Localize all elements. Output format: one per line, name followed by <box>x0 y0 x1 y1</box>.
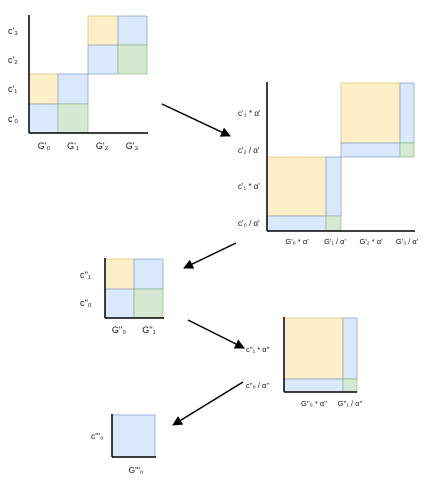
d1-x-label-2: G'₂ <box>96 141 109 151</box>
d4-cell-green <box>342 378 358 393</box>
d2-block-bottom-left-blue-a <box>325 156 342 217</box>
d2-x-label-3: G'₃ / α' <box>396 237 419 246</box>
arrow-3-to-4 <box>187 319 245 349</box>
arrow-4-to-5 <box>172 381 244 426</box>
d1-y-label-0: c'₀ <box>8 114 18 124</box>
d1-x-label-1: G'₁ <box>67 141 79 151</box>
d5-x-label-0: G'''₀ <box>128 465 143 475</box>
d5-y-label-0: c'''₀ <box>91 431 104 441</box>
d2-x-label-1: G'₁ / α' <box>324 237 346 246</box>
d1-block-top-right-blue-a <box>117 15 148 46</box>
d3-cell-blue-a <box>133 258 164 290</box>
d1-y-label-2: c'₂ <box>8 55 18 65</box>
d2-y-label-1: c'₁ * α' <box>238 182 260 191</box>
d1-block-top-right-yellow <box>87 15 119 46</box>
d4-cell-blue-a <box>342 317 358 380</box>
d4-x-label-0: G''₀ * α'' <box>301 399 328 408</box>
d1-block-bottom-left-blue-a <box>57 73 89 105</box>
d2-y-label-2: c'₂ / α' <box>238 146 260 155</box>
d2-block-bottom-left-yellow <box>266 156 327 217</box>
d3-x-label-0: G''₀ <box>112 325 126 335</box>
d1-x-label-0: G'₀ <box>38 141 51 151</box>
diagram-1: c'₃ c'₂ c'₁ c'₀ G'₀ G'₁ G'₂ G'₃ <box>8 15 148 151</box>
diagram-4: c''₁ * α'' c''₀ / α'' G''₀ * α'' G''₁ / … <box>246 317 363 408</box>
arrow-1-to-2 <box>161 103 231 137</box>
d4-y-label-1: c''₁ * α'' <box>246 345 270 354</box>
d3-cell-blue-b <box>104 288 135 319</box>
d2-block-top-right-blue-b <box>340 142 401 158</box>
d3-cell-green <box>133 288 164 319</box>
d2-x-label-0: G'₀ * α' <box>285 237 309 246</box>
d3-y-label-1: c''₁ <box>80 270 91 280</box>
d2-block-top-right-yellow <box>340 82 401 144</box>
d2-block-top-right-blue-a <box>399 82 415 144</box>
d1-y-label-3: c'₃ <box>8 26 18 36</box>
d2-block-top-right-green <box>399 142 415 158</box>
d3-cell-yellow <box>104 258 135 290</box>
d3-x-label-1: G''₁ <box>142 325 155 335</box>
d4-cell-blue-b <box>283 378 344 393</box>
d4-cell-yellow <box>283 317 344 380</box>
d1-x-label-3: G'₃ <box>126 141 139 151</box>
d1-block-top-right-blue-b <box>87 44 119 75</box>
d4-y-label-0: c''₀ / α'' <box>246 381 270 390</box>
diagram-2: c'₃ * α' c'₂ / α' c'₁ * α' c'₀ / α' G'₀ … <box>238 82 419 246</box>
d3-y-label-0: c''₀ <box>80 298 92 308</box>
d5-cell-blue <box>111 414 156 458</box>
d2-block-bottom-left-green <box>325 215 342 232</box>
diagram-3: c''₁ c''₀ G''₀ G''₁ <box>80 258 164 335</box>
diagram-5: c'''₀ G'''₀ <box>91 414 156 475</box>
d2-y-label-3: c'₃ * α' <box>238 109 261 118</box>
d2-block-bottom-left-blue-b <box>266 215 327 232</box>
d1-y-label-1: c'₁ <box>8 84 17 94</box>
d2-y-label-0: c'₀ / α' <box>238 219 260 228</box>
d1-block-bottom-left-blue-b <box>28 103 59 134</box>
d1-block-top-right-green <box>117 44 148 75</box>
d2-x-label-2: G'₂ * α' <box>359 237 383 246</box>
d1-block-bottom-left-yellow <box>28 73 59 105</box>
arrow-2-to-3 <box>183 242 237 269</box>
d4-x-label-1: G''₁ / α'' <box>338 399 363 408</box>
d1-block-bottom-left-green <box>57 103 89 134</box>
